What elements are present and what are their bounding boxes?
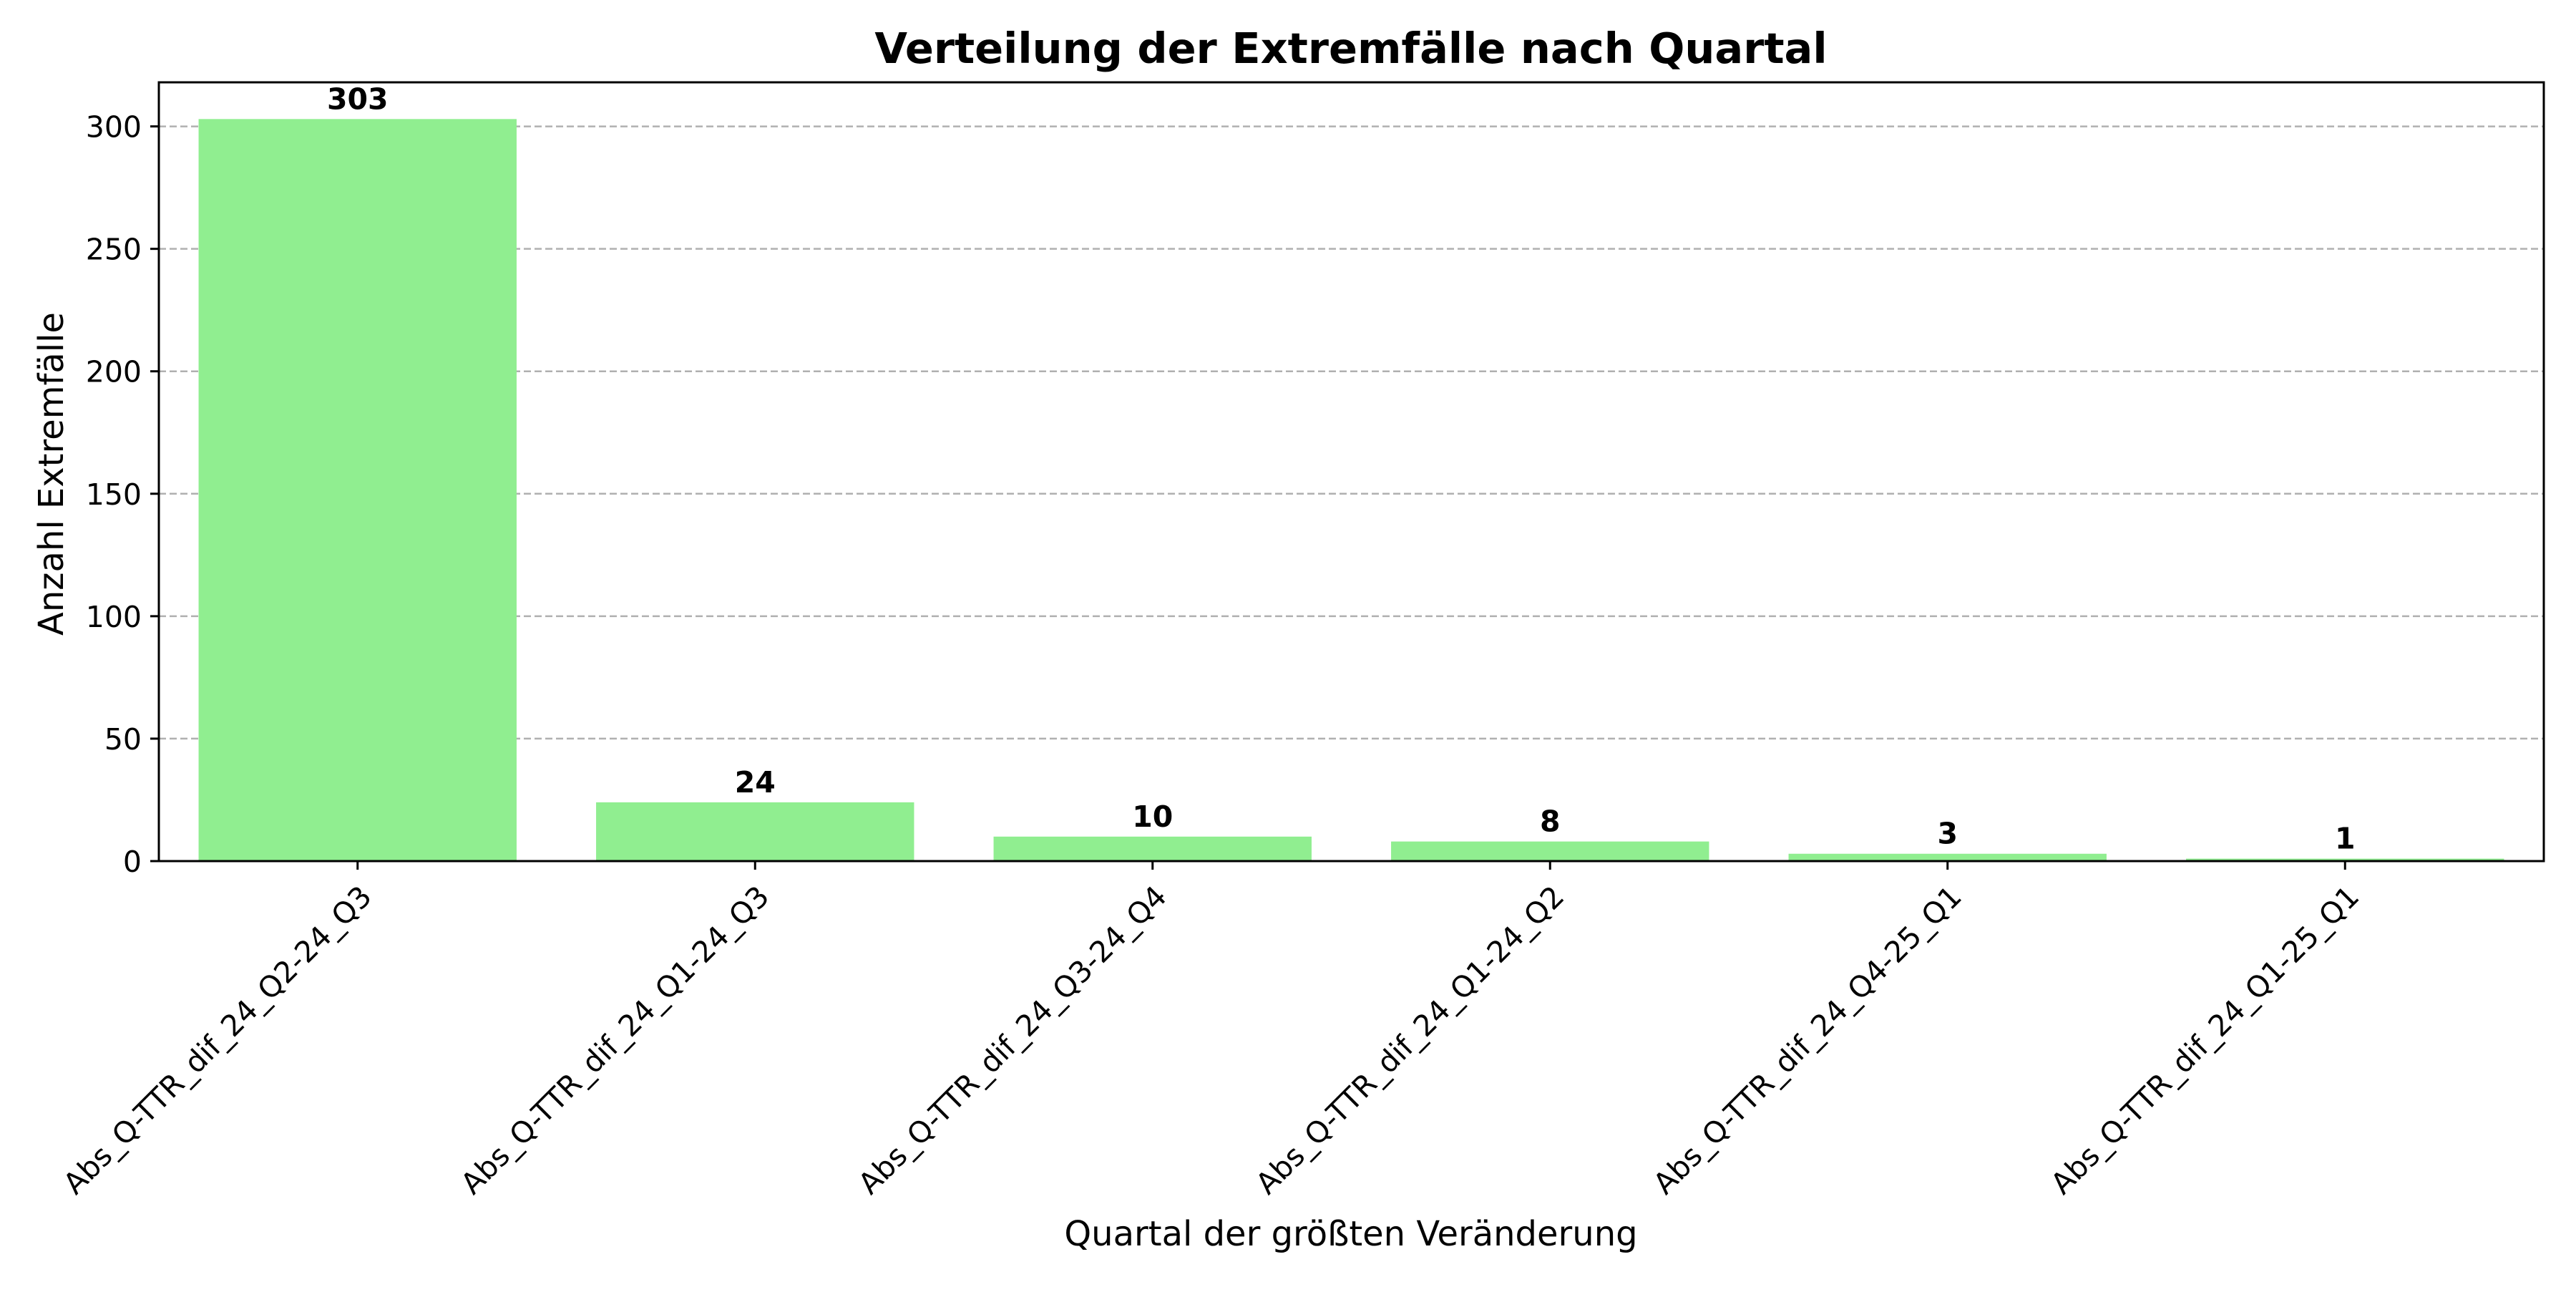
y-tick-label: 200 [86, 355, 142, 389]
bar-value-label: 8 [1540, 805, 1561, 839]
bar [596, 802, 914, 861]
x-axis-label: Quartal der größten Veränderung [1064, 1214, 1637, 1254]
y-tick-label: 50 [104, 722, 142, 757]
bar [1391, 841, 1709, 861]
grid-lines [159, 125, 2544, 740]
bar-value-label: 303 [327, 82, 389, 116]
bar-value-label: 3 [1937, 817, 1958, 851]
plot-frame [157, 81, 2545, 863]
data-labels: 303 24 10 8 3 1 [327, 82, 2356, 855]
y-tick-label: 250 [86, 233, 142, 267]
y-tick-label: 300 [86, 110, 142, 145]
y-axis-label: Anzahl Extremfälle [31, 312, 72, 636]
bar [1788, 853, 2107, 861]
y-tick-label: 0 [123, 845, 142, 879]
bar-value-label: 10 [1132, 800, 1173, 834]
y-tick-label: 150 [86, 477, 142, 512]
bar [198, 119, 517, 861]
chart-title: Verteilung der Extremfälle nach Quartal [874, 24, 1827, 73]
y-tick-label: 100 [86, 600, 142, 634]
bar-value-label: 24 [735, 765, 776, 800]
bars [198, 119, 2504, 861]
bar [2186, 858, 2504, 861]
bar-value-label: 1 [2335, 822, 2356, 856]
bar [993, 836, 1312, 861]
